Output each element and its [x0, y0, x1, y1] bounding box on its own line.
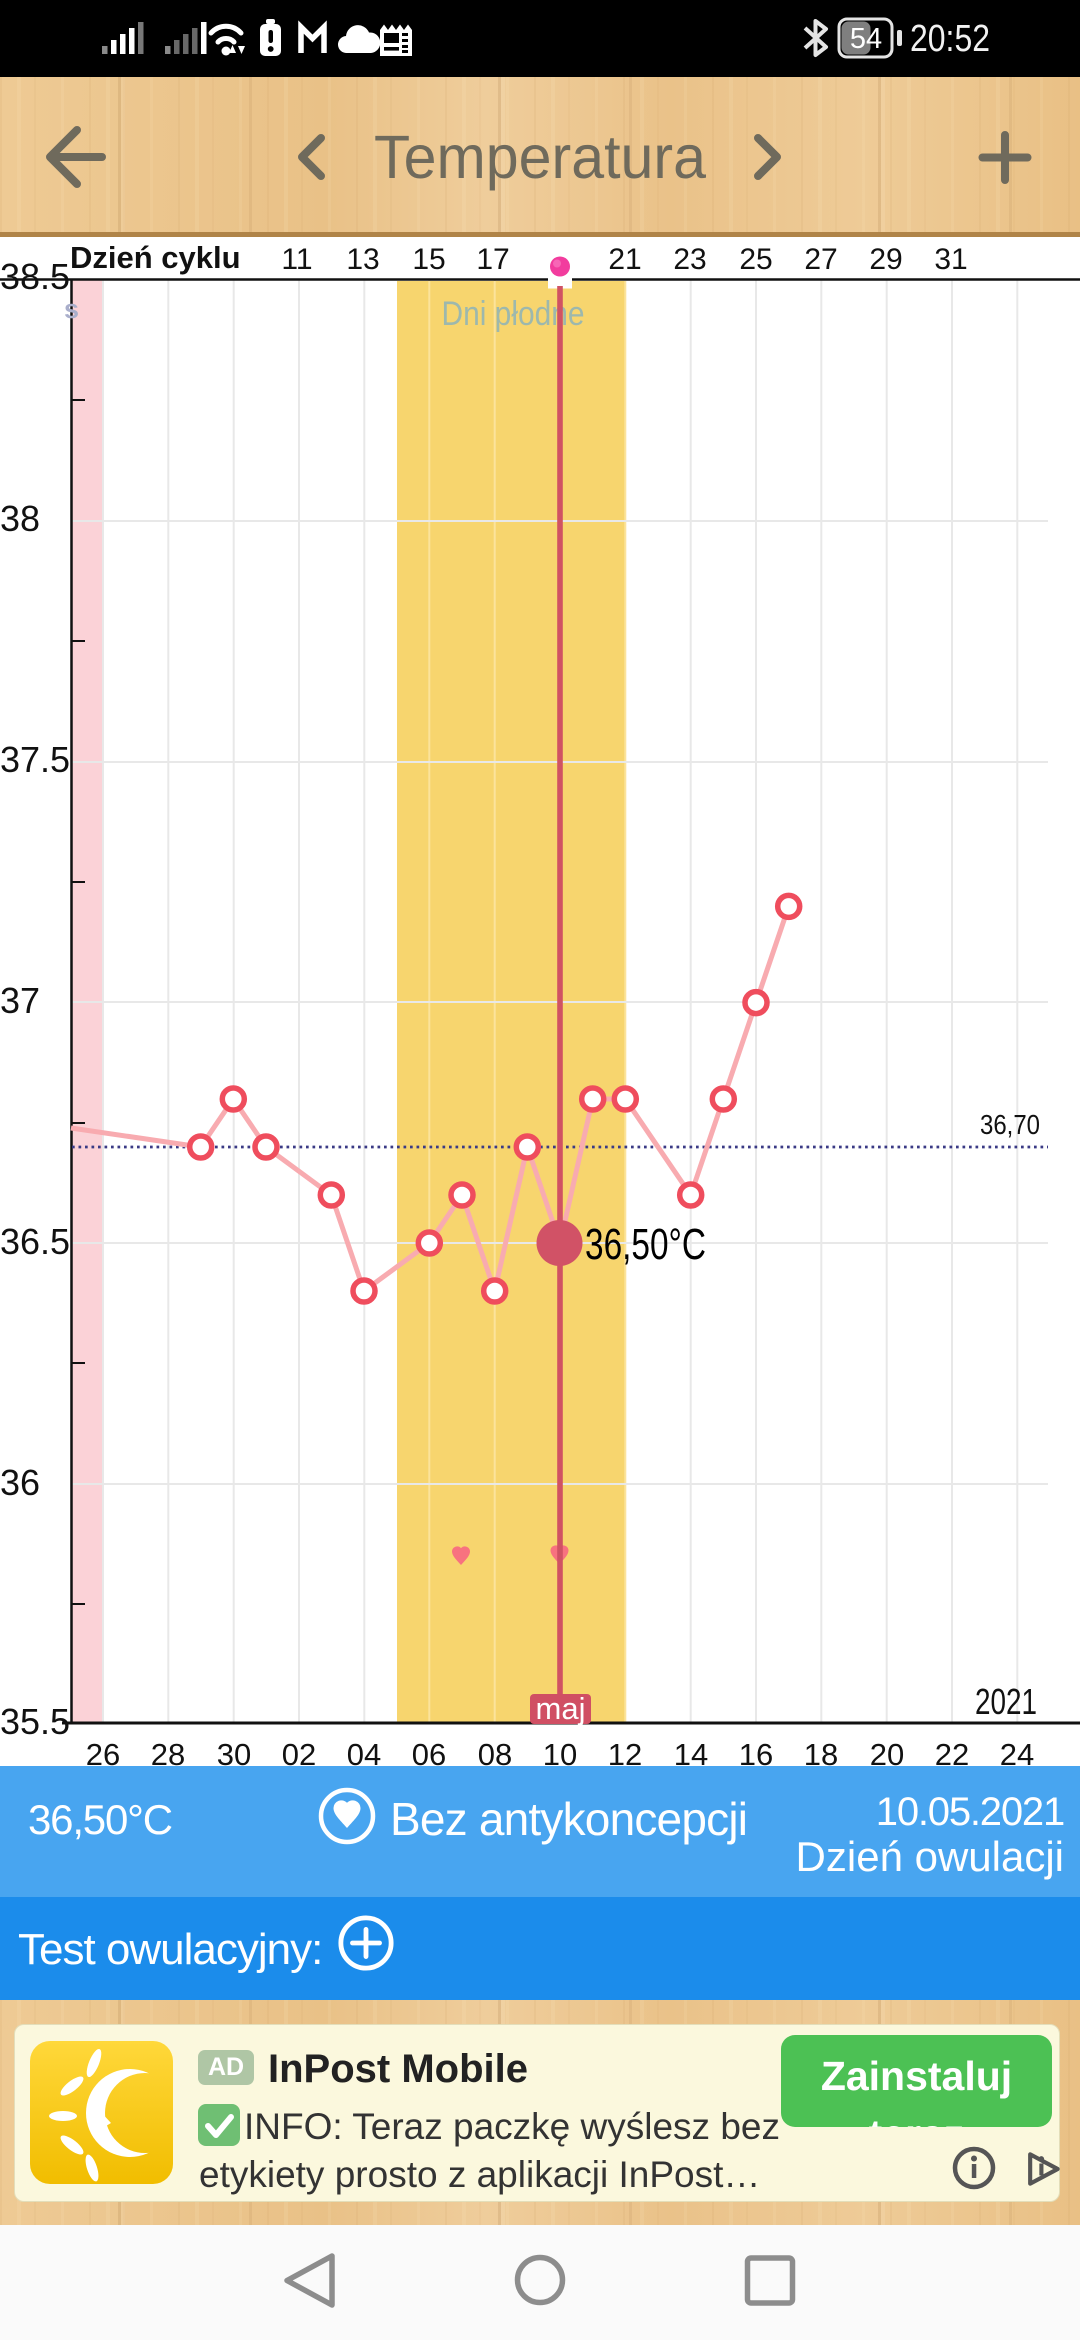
- svg-text:23: 23: [673, 243, 706, 276]
- svg-text:36,70: 36,70: [980, 1109, 1040, 1140]
- svg-text:Dzień cyklu: Dzień cyklu: [70, 240, 241, 275]
- svg-text:54: 54: [850, 23, 882, 55]
- svg-text:35.5: 35.5: [0, 1701, 70, 1742]
- svg-text:15: 15: [412, 243, 445, 276]
- svg-text:25: 25: [739, 243, 772, 276]
- svg-text:37.5: 37.5: [0, 739, 70, 780]
- svg-text:s: s: [64, 294, 79, 324]
- svg-text:20:52: 20:52: [910, 18, 990, 60]
- svg-text:11: 11: [281, 243, 312, 276]
- svg-text:29: 29: [869, 243, 902, 276]
- svg-text:21: 21: [608, 243, 641, 276]
- svg-text:38: 38: [0, 498, 40, 539]
- svg-text:37: 37: [0, 980, 40, 1021]
- svg-text:31: 31: [934, 243, 967, 276]
- svg-text:36: 36: [0, 1462, 40, 1503]
- svg-text:17: 17: [476, 243, 509, 276]
- svg-text:36,50°C: 36,50°C: [585, 1220, 706, 1269]
- svg-text:maj: maj: [536, 1691, 586, 1726]
- svg-text:13: 13: [346, 243, 379, 276]
- svg-text:Dni płodne: Dni płodne: [442, 295, 585, 333]
- svg-text:27: 27: [804, 243, 837, 276]
- svg-text:38.5: 38.5: [0, 256, 70, 297]
- svg-text:36.5: 36.5: [0, 1221, 70, 1262]
- svg-text:2021: 2021: [975, 1681, 1037, 1722]
- svg-text:Temperatura: Temperatura: [374, 123, 706, 191]
